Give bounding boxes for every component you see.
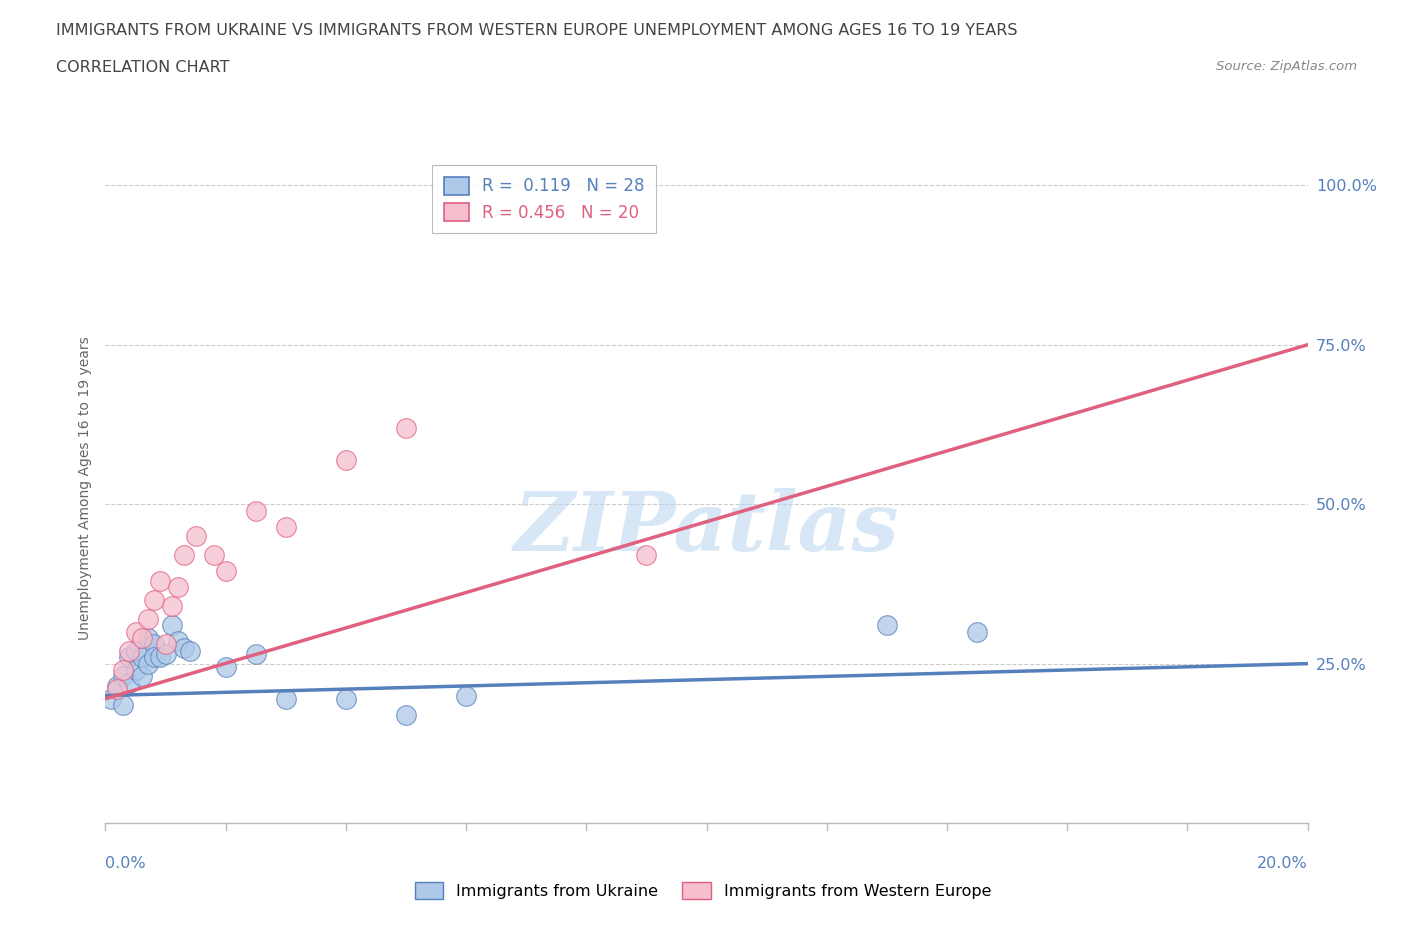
Point: [454, 688, 477, 703]
Text: CORRELATION CHART: CORRELATION CHART: [56, 60, 229, 75]
Text: IMMIGRANTS FROM UKRAINE VS IMMIGRANTS FROM WESTERN EUROPE UNEMPLOYMENT AMONG AGE: IMMIGRANTS FROM UKRAINE VS IMMIGRANTS FR…: [56, 23, 1018, 38]
Point: [160, 599, 183, 614]
Point: [124, 662, 146, 677]
Point: [166, 579, 188, 594]
Point: [100, 691, 122, 706]
Point: [107, 682, 129, 697]
Point: [335, 691, 357, 706]
Point: [136, 631, 159, 645]
Point: [131, 669, 153, 684]
Point: [179, 644, 201, 658]
Point: [136, 657, 159, 671]
Point: [142, 637, 165, 652]
Point: [173, 640, 195, 655]
Point: [112, 662, 135, 677]
Point: [124, 644, 146, 658]
Point: [335, 452, 357, 467]
Text: 20.0%: 20.0%: [1257, 856, 1308, 870]
Point: [155, 637, 177, 652]
Point: [131, 650, 153, 665]
Point: [214, 659, 236, 674]
Point: [966, 624, 988, 639]
Point: [112, 669, 135, 684]
Point: [136, 612, 159, 627]
Point: [166, 634, 188, 649]
Point: [173, 548, 195, 563]
Point: [245, 646, 267, 661]
Point: [118, 650, 141, 665]
Point: [636, 548, 658, 563]
Point: [214, 564, 236, 578]
Text: ZIPatlas: ZIPatlas: [513, 488, 900, 568]
Point: [107, 679, 129, 694]
Point: [274, 519, 297, 534]
Point: [274, 691, 297, 706]
Legend: Immigrants from Ukraine, Immigrants from Western Europe: Immigrants from Ukraine, Immigrants from…: [408, 876, 998, 905]
Y-axis label: Unemployment Among Ages 16 to 19 years: Unemployment Among Ages 16 to 19 years: [77, 337, 91, 640]
Point: [148, 650, 170, 665]
Text: Source: ZipAtlas.com: Source: ZipAtlas.com: [1216, 60, 1357, 73]
Point: [160, 618, 183, 632]
Legend: R =  0.119   N = 28, R = 0.456   N = 20: R = 0.119 N = 28, R = 0.456 N = 20: [432, 166, 657, 233]
Point: [876, 618, 898, 632]
Point: [395, 420, 418, 435]
Point: [112, 698, 135, 712]
Point: [202, 548, 225, 563]
Point: [142, 592, 165, 607]
Point: [142, 650, 165, 665]
Point: [184, 528, 207, 543]
Point: [395, 707, 418, 722]
Point: [148, 573, 170, 588]
Point: [124, 624, 146, 639]
Point: [245, 503, 267, 518]
Point: [155, 646, 177, 661]
Point: [118, 675, 141, 690]
Point: [131, 631, 153, 645]
Point: [118, 644, 141, 658]
Text: 0.0%: 0.0%: [105, 856, 146, 870]
